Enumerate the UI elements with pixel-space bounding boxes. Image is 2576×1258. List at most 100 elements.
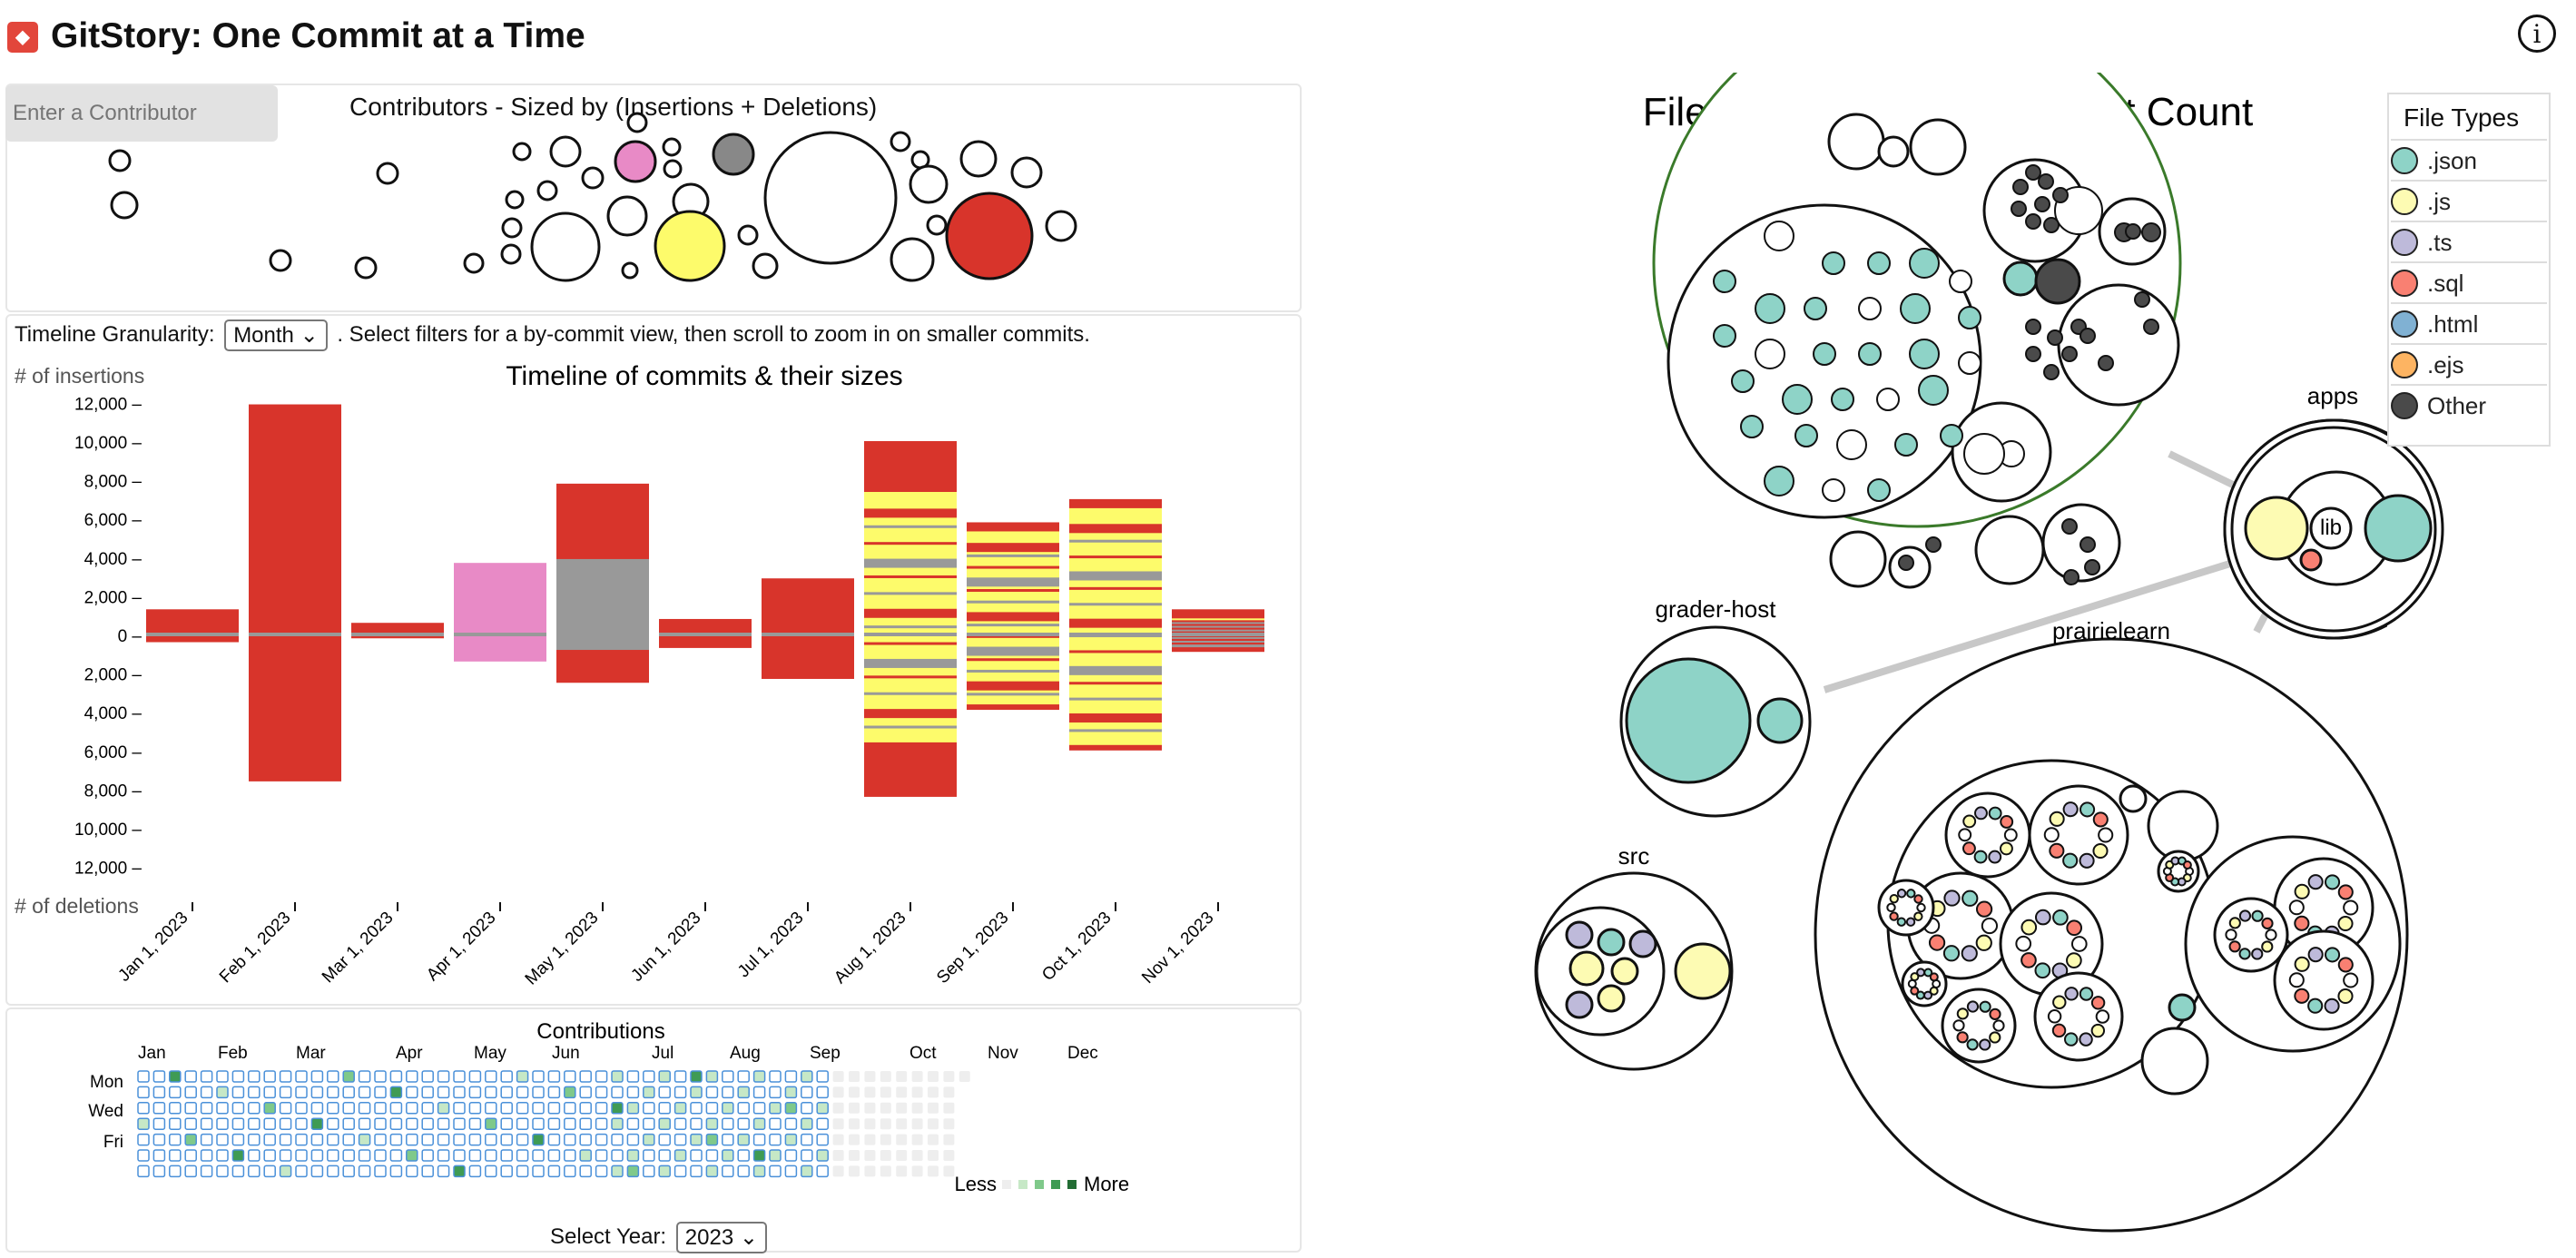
calendar-day-cell[interactable] [421,1070,434,1083]
calendar-day-cell[interactable] [690,1149,703,1162]
calendar-day-cell[interactable] [421,1149,434,1162]
calendar-day-cell[interactable] [532,1149,545,1162]
calendar-day-cell[interactable] [437,1102,450,1115]
calendar-day-cell[interactable] [579,1133,592,1146]
calendar-day-cell[interactable] [579,1102,592,1115]
calendar-day-cell[interactable] [342,1070,355,1083]
calendar-day-cell[interactable] [200,1070,213,1083]
file-node[interactable] [2288,899,2305,916]
file-node[interactable] [2070,936,2088,952]
calendar-day-cell[interactable] [421,1086,434,1099]
calendar-day-cell[interactable] [722,1133,734,1146]
calendar-day-cell[interactable] [784,1133,798,1146]
calendar-day-cell[interactable] [184,1086,197,1099]
calendar-day-cell[interactable] [705,1165,719,1178]
calendar-day-cell[interactable] [184,1149,197,1162]
calendar-day-cell[interactable] [911,1086,923,1098]
calendar-day-cell[interactable] [547,1086,561,1099]
file-node[interactable] [2261,940,2274,953]
file-node[interactable] [1923,968,1933,978]
file-node[interactable] [2337,988,2354,1005]
file-node[interactable] [1905,917,1916,927]
calendar-day-cell[interactable] [722,1086,734,1099]
calendar-day-cell[interactable] [595,1070,608,1083]
calendar-day-cell[interactable] [406,1117,418,1130]
file-node[interactable] [2020,952,2037,968]
contributor-search-input[interactable] [5,85,278,142]
file-node[interactable] [2079,852,2095,869]
calendar-day-cell[interactable] [896,1071,908,1082]
calendar-day-cell[interactable] [737,1070,750,1083]
contributor-bubble[interactable] [737,224,759,246]
calendar-day-cell[interactable] [564,1117,576,1130]
calendar-day-cell[interactable] [532,1102,545,1115]
file-node[interactable] [1923,990,1933,1000]
calendar-day-cell[interactable] [358,1117,371,1130]
calendar-day-cell[interactable] [658,1165,671,1178]
calendar-day-cell[interactable] [468,1102,482,1115]
calendar-day-cell[interactable] [737,1133,750,1146]
calendar-day-cell[interactable] [784,1149,798,1162]
calendar-day-cell[interactable] [137,1117,150,1130]
calendar-day-cell[interactable] [279,1102,292,1115]
legend-item[interactable]: .json [2391,142,2545,182]
calendar-day-cell[interactable] [437,1149,450,1162]
calendar-day-cell[interactable] [374,1102,387,1115]
file-node[interactable] [1867,251,1891,275]
calendar-day-cell[interactable] [673,1117,687,1130]
file-node[interactable] [1898,555,1914,571]
calendar-day-cell[interactable] [784,1086,798,1099]
calendar-day-cell[interactable] [722,1165,734,1178]
calendar-day-cell[interactable] [358,1102,371,1115]
calendar-day-cell[interactable] [279,1070,292,1083]
file-node[interactable] [2294,988,2310,1004]
calendar-day-cell[interactable] [849,1071,860,1082]
file-node[interactable] [2251,948,2264,960]
contributor-bubble[interactable] [663,159,683,179]
contributor-bubble[interactable] [712,133,755,176]
calendar-day-cell[interactable] [500,1149,513,1162]
file-node[interactable] [2079,328,2096,344]
calendar-day-cell[interactable] [705,1133,719,1146]
file-node[interactable] [2025,319,2041,335]
calendar-day-cell[interactable] [911,1102,923,1114]
file-node[interactable] [2052,187,2069,203]
file-node[interactable] [2052,909,2069,926]
legend-item[interactable]: .js [2391,182,2545,222]
calendar-day-cell[interactable] [421,1102,434,1115]
file-node[interactable] [1958,351,1981,375]
calendar-day-cell[interactable] [248,1070,261,1083]
file-node[interactable] [2034,962,2051,979]
calendar-day-cell[interactable] [406,1102,418,1115]
file-node[interactable] [1858,342,1882,366]
file-node[interactable] [2079,987,2094,1001]
contributor-bubble[interactable] [890,131,911,152]
file-node[interactable] [2064,987,2079,1001]
calendar-day-cell[interactable] [516,1165,529,1178]
calendar-day-cell[interactable] [169,1149,182,1162]
calendar-day-cell[interactable] [295,1102,308,1115]
calendar-day-cell[interactable] [928,1165,939,1177]
calendar-day-cell[interactable] [611,1165,624,1178]
calendar-day-cell[interactable] [310,1117,324,1130]
file-node[interactable] [1979,1000,1991,1013]
calendar-day-cell[interactable] [611,1086,624,1099]
calendar-day-cell[interactable] [169,1165,182,1178]
calendar-day-cell[interactable] [295,1149,308,1162]
calendar-day-cell[interactable] [880,1165,891,1177]
calendar-day-cell[interactable] [769,1149,782,1162]
file-node[interactable] [1940,424,1963,447]
contributor-bubble[interactable] [890,237,935,282]
calendar-day-cell[interactable] [579,1165,592,1178]
file-node[interactable] [2063,569,2079,585]
contributor-bubble[interactable] [500,243,522,265]
calendar-day-cell[interactable] [279,1117,292,1130]
calendar-day-cell[interactable] [611,1102,624,1115]
calendar-day-cell[interactable] [690,1117,703,1130]
calendar-day-cell[interactable] [406,1070,418,1083]
calendar-day-cell[interactable] [943,1071,955,1082]
calendar-day-cell[interactable] [722,1149,734,1162]
calendar-day-cell[interactable] [389,1102,403,1115]
calendar-day-cell[interactable] [737,1117,750,1130]
calendar-day-cell[interactable] [564,1102,576,1115]
